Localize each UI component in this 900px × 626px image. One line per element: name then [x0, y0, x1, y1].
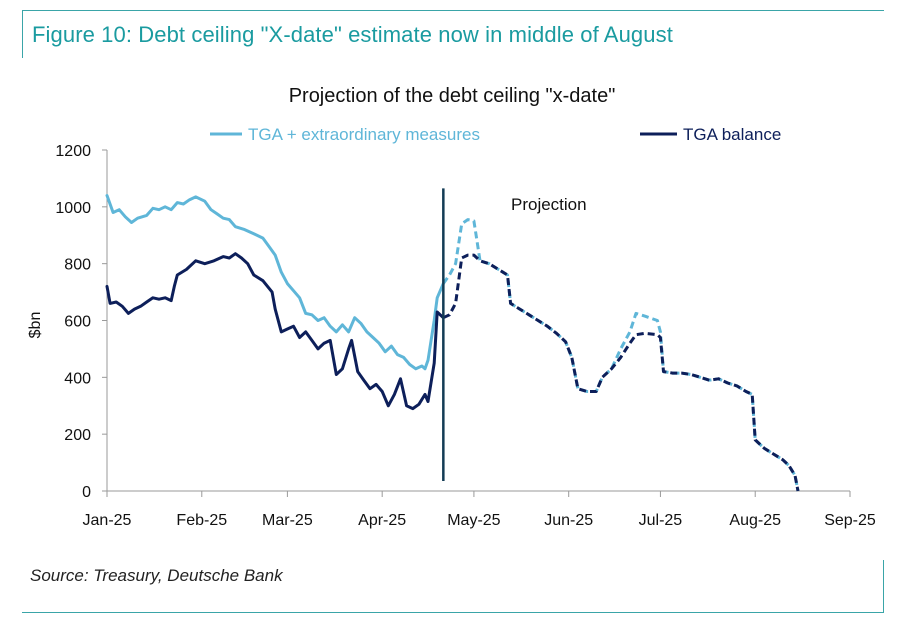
- x-tick-label: Sep-25: [824, 512, 876, 529]
- tga-extraordinary-actual-line: [105, 194, 445, 371]
- source-note: Source: Treasury, Deutsche Bank: [30, 566, 283, 585]
- y-tick-label: 1000: [55, 200, 91, 217]
- x-tick-label: Jan-25: [83, 512, 132, 529]
- y-tick-label: 0: [82, 484, 91, 501]
- chart-title: Projection of the debt ceiling "x-date": [289, 85, 616, 107]
- projection-annotation: Projection: [511, 195, 587, 214]
- x-tick-label: May-25: [447, 512, 500, 529]
- top-rule-tick: [22, 10, 23, 58]
- y-axis: 0 200 400 600 800 1000 1200: [55, 143, 108, 501]
- legend: TGA + extraordinary measures TGA balance: [210, 125, 781, 144]
- x-tick-label: Jul-25: [639, 512, 683, 529]
- x-axis: Jan-25 Feb-25 Mar-25 Apr-25 May-25 Jun-25 Jul-…: [83, 490, 876, 529]
- bottom-rule: [22, 612, 884, 613]
- figure-title: Figure 10: Debt ceiling "X-date" estimat…: [32, 22, 673, 47]
- legend-label-tga-balance: TGA balance: [683, 125, 781, 144]
- bottom-rule-tick: [883, 560, 884, 613]
- top-rule: [22, 10, 884, 11]
- x-tick-label: Jun-25: [544, 512, 593, 529]
- y-tick-label: 1200: [55, 143, 91, 160]
- y-tick-label: 600: [64, 314, 91, 331]
- x-tick-label: Mar-25: [262, 512, 313, 529]
- tga-balance-projection-line: [442, 253, 800, 492]
- y-tick-label: 200: [64, 427, 91, 444]
- series-layer: [105, 194, 800, 492]
- tga-balance-actual-line: [105, 252, 445, 411]
- x-tick-label: Feb-25: [176, 512, 227, 529]
- x-tick-label: Aug-25: [729, 512, 781, 529]
- legend-label-tga-extraordinary: TGA + extraordinary measures: [248, 125, 480, 144]
- y-axis-label: $bn: [27, 312, 44, 339]
- y-tick-label: 400: [64, 370, 91, 387]
- y-tick-label: 800: [64, 257, 91, 274]
- x-tick-label: Apr-25: [358, 512, 406, 529]
